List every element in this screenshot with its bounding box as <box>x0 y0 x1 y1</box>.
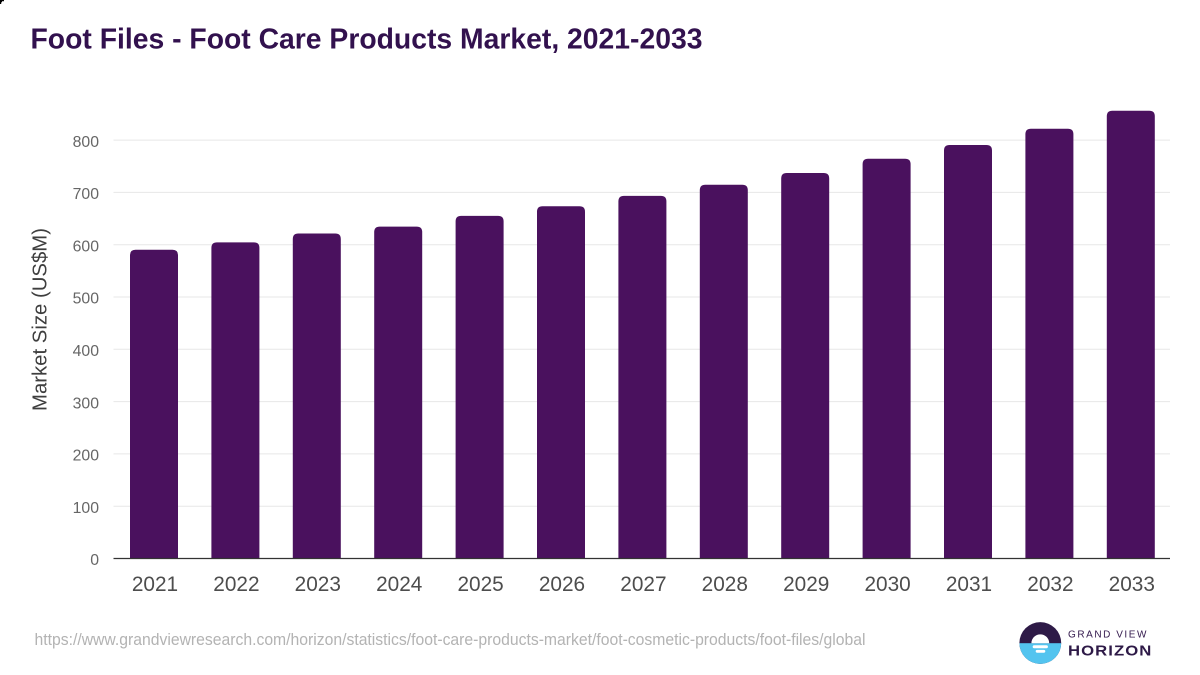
svg-text:200: 200 <box>73 448 100 465</box>
svg-text:2021: 2021 <box>132 573 178 596</box>
svg-text:2023: 2023 <box>295 573 341 596</box>
svg-text:https://www.grandviewresearch.: https://www.grandviewresearch.com/horizo… <box>35 630 866 649</box>
svg-text:2031: 2031 <box>946 573 992 596</box>
svg-text:0: 0 <box>90 552 99 569</box>
svg-text:500: 500 <box>73 291 100 308</box>
svg-text:2028: 2028 <box>702 573 748 596</box>
svg-text:400: 400 <box>73 343 100 360</box>
svg-text:2025: 2025 <box>457 573 503 596</box>
svg-text:2029: 2029 <box>783 573 829 596</box>
svg-text:2032: 2032 <box>1027 573 1073 596</box>
svg-text:2033: 2033 <box>1109 573 1155 596</box>
svg-text:2026: 2026 <box>539 573 585 596</box>
svg-text:GRAND VIEW: GRAND VIEW <box>1068 630 1148 641</box>
svg-text:2030: 2030 <box>864 573 910 596</box>
svg-text:2024: 2024 <box>376 573 422 596</box>
svg-text:700: 700 <box>73 186 100 203</box>
svg-text:800: 800 <box>73 134 100 151</box>
svg-text:Foot Files - Foot Care Product: Foot Files - Foot Care Products Market, … <box>31 23 703 55</box>
svg-text:600: 600 <box>73 238 100 255</box>
svg-text:2027: 2027 <box>620 573 666 596</box>
svg-text:2022: 2022 <box>213 573 259 596</box>
svg-text:HORIZON: HORIZON <box>1068 643 1152 659</box>
svg-text:100: 100 <box>73 500 100 517</box>
svg-text:Market Size (US$M): Market Size (US$M) <box>30 228 52 411</box>
svg-text:300: 300 <box>73 395 100 412</box>
